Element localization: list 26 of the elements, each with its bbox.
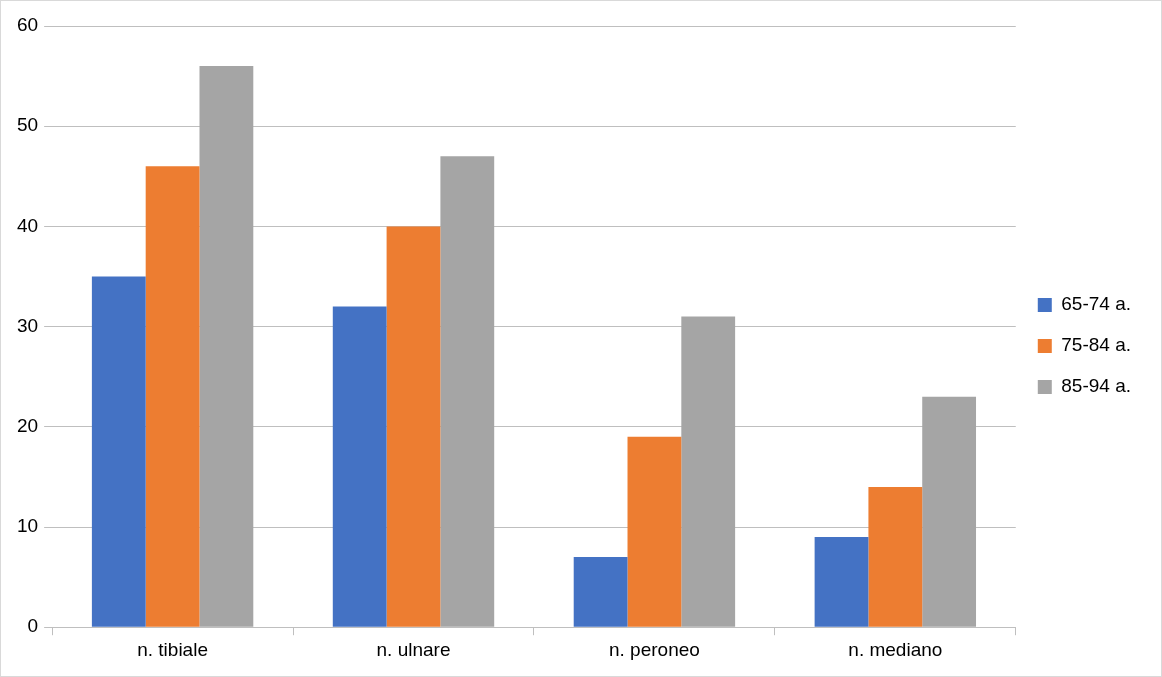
bar — [573, 557, 628, 627]
bar — [145, 166, 200, 627]
bar — [199, 66, 254, 627]
bar — [922, 396, 977, 627]
x-tick-label: n. ulnare — [376, 638, 451, 660]
bar — [868, 486, 923, 627]
y-tick-label: 60 — [16, 14, 39, 36]
x-tick-label: n. tibiale — [137, 638, 208, 660]
bar — [627, 436, 682, 627]
y-tick-label: 40 — [16, 214, 39, 236]
y-tick-label: 0 — [27, 615, 39, 637]
x-tick-label: n. peroneo — [608, 638, 700, 660]
bar — [814, 537, 869, 627]
bar — [386, 226, 441, 627]
y-tick-label: 20 — [16, 415, 39, 437]
x-tick-label: n. mediano — [848, 638, 943, 660]
y-tick-label: 30 — [16, 314, 39, 336]
y-tick-label: 10 — [16, 515, 39, 537]
legend-label: 85-94 a. — [1061, 375, 1132, 397]
bar — [91, 276, 146, 627]
bar — [332, 306, 387, 627]
y-tick-label: 50 — [16, 114, 39, 136]
legend-label: 75-84 a. — [1061, 334, 1132, 356]
bar — [681, 316, 736, 627]
legend-label: 65-74 a. — [1061, 293, 1132, 315]
bar — [440, 156, 495, 627]
